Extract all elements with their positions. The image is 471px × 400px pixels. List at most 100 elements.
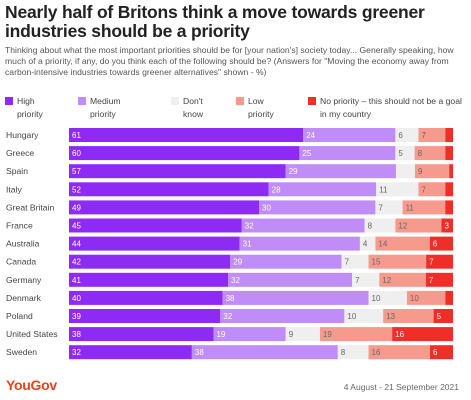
bar-segment-low	[418, 128, 446, 142]
data-label-dont-know: 4	[363, 240, 368, 249]
data-label-dont-know: 7	[345, 258, 350, 267]
bar-segment-dont-know	[344, 309, 384, 323]
category-label: Germany	[6, 275, 42, 285]
bar-segment-medium	[303, 128, 396, 142]
bar-segment-high	[69, 272, 229, 287]
data-label-high: 39	[72, 312, 81, 321]
bar-segment-dont-know	[376, 182, 419, 197]
bar-segment-low	[319, 327, 393, 342]
data-label-none: 7	[429, 258, 434, 267]
bar-segment-dont-know	[368, 290, 407, 305]
data-label-medium: 38	[226, 294, 235, 303]
chart-title: Nearly half of Britons think a move towa…	[5, 2, 425, 41]
legend-swatch-medium	[78, 97, 86, 105]
bar-segment-low	[418, 182, 446, 197]
bar-segment-high	[69, 236, 240, 251]
data-label-low: 9	[418, 167, 423, 176]
bar-segment-dont-know	[364, 218, 396, 233]
bar-segment-dont-know	[395, 128, 419, 142]
bar-segment-dont-know	[352, 272, 380, 287]
bar-segment-none	[441, 218, 453, 233]
bar-segment-dont-know	[341, 254, 369, 269]
category-label: Italy	[6, 184, 22, 194]
bar-segment-medium	[285, 164, 396, 179]
data-label-low: 7	[421, 131, 426, 140]
legend-label-high: High priority	[17, 96, 43, 119]
data-label-low: 12	[382, 276, 391, 285]
bar-segment-high	[69, 327, 214, 342]
category-label: Denmark	[6, 293, 42, 303]
data-label-medium: 32	[223, 312, 232, 321]
data-label-none: 16	[395, 330, 404, 339]
category-label: Great Britain	[6, 202, 54, 212]
data-label-high: 49	[72, 203, 81, 212]
data-label-high: 52	[72, 185, 81, 194]
data-label-medium: 24	[306, 131, 315, 140]
bar-segment-none	[445, 128, 453, 142]
bar-segment-high	[69, 290, 223, 305]
bar-segment-high	[69, 164, 286, 179]
bar-segment-high	[69, 146, 300, 161]
legend-swatch-low	[236, 97, 244, 105]
data-label-high: 40	[72, 294, 81, 303]
bar-segment-none	[445, 200, 453, 215]
data-label-low: 8	[418, 149, 423, 158]
legend-label-low: Low priority	[248, 96, 274, 119]
bar-segment-none	[445, 290, 453, 305]
bar-segment-none	[429, 345, 453, 360]
data-label-medium: 38	[195, 348, 204, 357]
data-label-dont-know: 8	[341, 348, 346, 357]
bar-segment-none	[445, 146, 453, 161]
bar-segment-low	[402, 200, 446, 215]
data-label-medium: 29	[289, 167, 298, 176]
bar-segment-medium	[228, 272, 353, 287]
chart-subtitle: Thinking about what the most important p…	[5, 45, 454, 77]
bar-segment-medium	[239, 236, 360, 251]
bar-segment-none	[445, 182, 453, 197]
bar-segment-high	[69, 309, 221, 323]
bar-segment-medium	[268, 182, 377, 197]
bar-segment-low	[375, 236, 430, 251]
legend-label-dont-know: Don't know	[183, 96, 204, 119]
bar-segment-medium	[299, 146, 396, 161]
bar-segment-none	[426, 254, 453, 269]
legend-label-medium: Medium priority	[90, 96, 121, 119]
category-label: Greece	[6, 148, 34, 158]
data-label-low: 7	[421, 185, 426, 194]
category-label: Australia	[6, 239, 40, 249]
legend-swatch-dont-know	[171, 97, 179, 105]
data-label-medium: 19	[216, 330, 225, 339]
data-label-high: 38	[72, 330, 81, 339]
bar-segment-low	[395, 218, 442, 233]
bar-segment-dont-know	[375, 200, 403, 215]
bar-segment-high	[69, 254, 231, 269]
bar-segment-high	[69, 182, 269, 197]
data-label-low: 12	[398, 222, 407, 231]
fieldwork-dates: 4 August - 21 September 2021	[343, 382, 459, 392]
data-label-medium: 31	[243, 240, 252, 249]
data-label-dont-know: 7	[378, 203, 383, 212]
data-label-high: 44	[72, 240, 81, 249]
data-label-none: 6	[433, 348, 438, 357]
bar-segment-medium	[213, 327, 286, 342]
category-label: France	[6, 221, 33, 231]
data-label-medium: 25	[302, 149, 311, 158]
legend-swatch-high	[5, 97, 13, 105]
category-label: Spain	[6, 166, 28, 176]
bar-segment-none	[392, 327, 453, 342]
data-label-dont-know: 10	[347, 312, 356, 321]
legend-label-none: No priority – this should not be a goal …	[320, 96, 462, 119]
data-label-none: 6	[433, 240, 438, 249]
bar-segment-medium	[259, 200, 376, 215]
bar-segment-dont-know	[395, 146, 415, 161]
bar-segment-none	[433, 309, 453, 323]
yougov-logo: YouGov	[6, 377, 57, 393]
bar-segment-high	[69, 345, 192, 360]
bar-segment-dont-know	[285, 327, 320, 342]
bar-segment-dont-know	[395, 164, 415, 179]
bar-segment-low	[368, 345, 430, 360]
data-label-medium: 32	[231, 276, 240, 285]
data-label-high: 61	[72, 131, 81, 140]
data-label-dont-know: 6	[398, 131, 403, 140]
data-label-low: 16	[372, 348, 381, 357]
